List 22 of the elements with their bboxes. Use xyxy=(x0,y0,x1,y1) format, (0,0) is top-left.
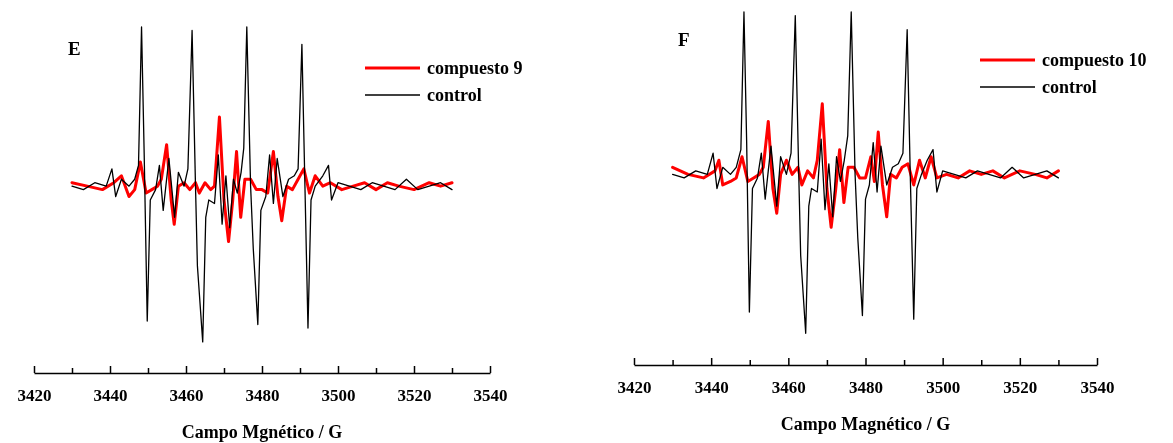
x-tick-label: 3460 xyxy=(169,386,204,406)
x-axis-title: Campo Magnético / G xyxy=(780,414,951,434)
x-tick-label: 3460 xyxy=(771,378,806,398)
legend-label: control xyxy=(1042,77,1097,97)
x-tick-label: 3520 xyxy=(397,386,432,406)
legend-label: compuesto 10 xyxy=(1042,50,1147,70)
x-tick-label: 3440 xyxy=(93,386,128,406)
x-tick-label: 3500 xyxy=(926,378,961,398)
x-tick-label: 3440 xyxy=(694,378,729,398)
text: F xyxy=(678,29,690,50)
x-tick-label: 3500 xyxy=(321,386,356,406)
x-tick-label: 3420 xyxy=(17,386,52,406)
x-tick-label: 3420 xyxy=(617,378,652,398)
x-axis-title: Campo Mgnético / G xyxy=(181,422,343,442)
legend-label: control xyxy=(427,85,482,105)
x-tick-label: 3540 xyxy=(473,386,508,406)
x-tick-label: 3480 xyxy=(849,378,883,398)
x-tick-label: 3540 xyxy=(1080,378,1115,398)
legend-label: compuesto 9 xyxy=(427,58,523,78)
x-tick-label: 3480 xyxy=(245,386,280,406)
x-tick-label: 3520 xyxy=(1003,378,1038,398)
text: E xyxy=(68,38,81,59)
